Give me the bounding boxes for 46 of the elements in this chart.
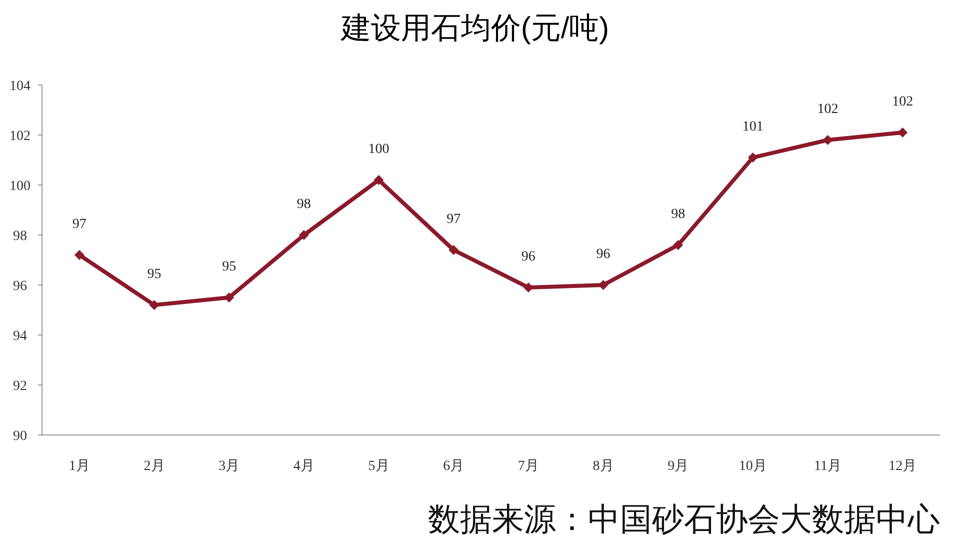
x-tick-label: 11月 <box>814 459 842 474</box>
x-tick-label: 5月 <box>368 459 390 474</box>
x-tick-label: 4月 <box>293 459 314 474</box>
point <box>298 230 309 240</box>
y-tick-label: 92 <box>13 379 27 394</box>
point <box>898 128 908 138</box>
data-label: 96 <box>596 247 610 262</box>
chart-title: 建设用石均价(元/吨) <box>340 12 610 45</box>
point <box>74 250 84 260</box>
y-tick-label: 100 <box>10 179 30 194</box>
y-tick-label: 104 <box>10 79 30 94</box>
source-note: 数据来源：中国砂石协会大数据中心 <box>428 501 940 537</box>
x-tick-label: 6月 <box>443 459 464 474</box>
y-tick-label: 94 <box>13 329 27 344</box>
point <box>149 300 160 310</box>
data-label: 97 <box>72 217 86 232</box>
data-label: 101 <box>742 120 764 134</box>
x-tick-label: 10月 <box>738 459 767 474</box>
point <box>598 280 608 290</box>
y-tick-label: 102 <box>10 129 30 144</box>
data-label: 95 <box>147 267 162 282</box>
data-label: 98 <box>296 197 311 212</box>
x-tick-label: 7月 <box>518 459 539 474</box>
x-tick-label: 2月 <box>144 459 165 474</box>
y-tick-label: 98 <box>13 229 27 244</box>
point <box>448 245 459 255</box>
y-tick-label: 96 <box>13 279 27 294</box>
point <box>224 292 234 302</box>
data-label: 97 <box>446 212 461 227</box>
data-label: 100 <box>368 142 390 157</box>
data-label: 95 <box>222 260 236 274</box>
x-tick-label: 1月 <box>68 459 90 474</box>
point <box>748 152 758 162</box>
point <box>523 282 534 292</box>
point <box>673 240 684 250</box>
data-label: 102 <box>817 102 838 117</box>
x-tick-label: 3月 <box>218 459 240 474</box>
x-tick-label: 8月 <box>592 459 614 474</box>
data-label: 102 <box>892 94 914 110</box>
x-tick-label: 12月 <box>888 459 917 474</box>
point <box>822 135 833 145</box>
data-label: 96 <box>521 250 536 264</box>
point <box>374 175 384 185</box>
x-tick-label: 9月 <box>668 459 689 474</box>
data-label: 98 <box>671 207 686 222</box>
y-tick-label: 90 <box>13 429 27 444</box>
